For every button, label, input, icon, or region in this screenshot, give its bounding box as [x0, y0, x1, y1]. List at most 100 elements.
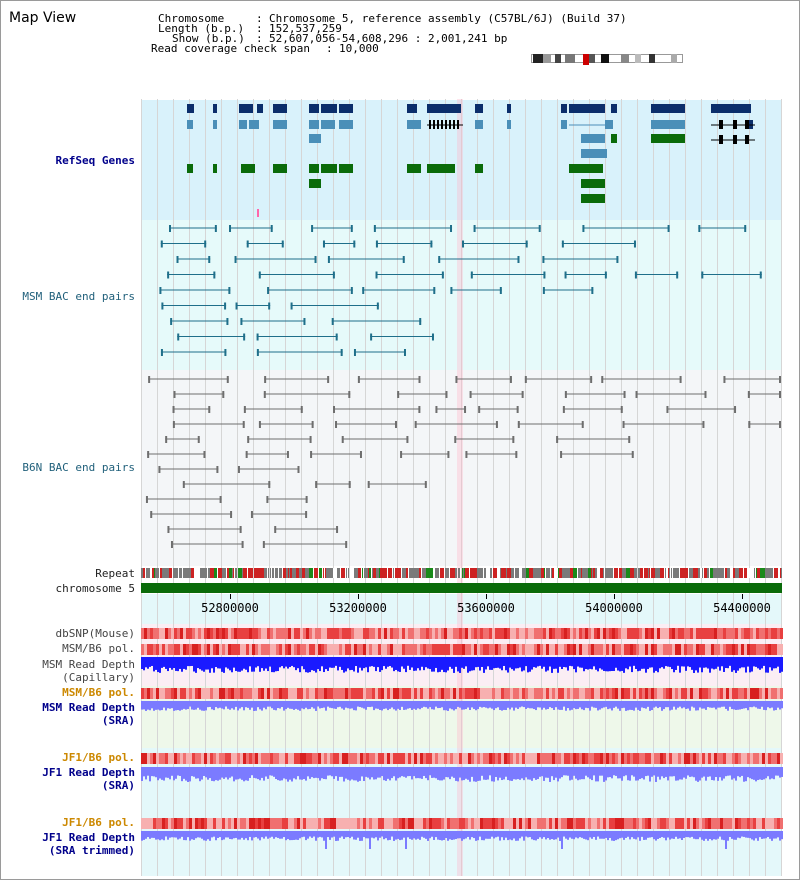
dbsnp-strip[interactable]: [141, 628, 783, 639]
repeat-segment: [626, 568, 630, 578]
depth-bar: [321, 657, 323, 667]
track-label-msm-b6-pol[interactable]: MSM/B6 pol.: [62, 642, 135, 655]
track-label-msm-bac[interactable]: MSM BAC end pairs: [22, 290, 135, 303]
depth-bar: [769, 657, 771, 668]
pol-cell: [366, 818, 369, 829]
pol-cell: [213, 688, 216, 699]
depth-bar: [503, 701, 505, 710]
pol-cell: [243, 644, 246, 655]
depth-bar: [251, 767, 253, 776]
jf1-b6-pol-strip-2[interactable]: [141, 818, 783, 829]
pol-cell: [510, 688, 513, 699]
depth-bar: [141, 767, 143, 781]
depth-bar: [669, 767, 671, 777]
track-label-msm-b6-pol-2[interactable]: MSM/B6 pol.: [62, 686, 135, 699]
pol-cell: [447, 644, 450, 655]
depth-bar: [633, 657, 635, 666]
track-label-jf1-b6-pol-2[interactable]: JF1/B6 pol.: [62, 816, 135, 829]
track-label-msm-read-depth-sra[interactable]: MSM Read Depth: [42, 701, 135, 714]
pol-cell: [249, 688, 252, 699]
track-label-chromosome[interactable]: chromosome 5: [55, 582, 135, 595]
depth-bar: [239, 657, 241, 672]
pol-cell: [198, 753, 201, 764]
pol-cell: [396, 644, 399, 655]
depth-bar: [321, 831, 323, 838]
pol-cell: [279, 688, 282, 699]
depth-bar: [337, 701, 339, 708]
depth-bar: [245, 701, 247, 708]
track-label-repeat[interactable]: Repeat: [95, 567, 135, 580]
bac-end: [345, 541, 348, 548]
repeat-segment: [544, 568, 545, 578]
repeat-segment: [698, 568, 700, 578]
track-label-jf1-b6-pol[interactable]: JF1/B6 pol.: [62, 751, 135, 764]
bac-end: [242, 421, 245, 428]
depth-bar: [685, 767, 687, 779]
depth-bar: [545, 657, 547, 672]
depth-bar: [357, 701, 359, 707]
repeat-segment: [323, 568, 324, 578]
track-label-jf1-read-depth-trimmed[interactable]: JF1 Read Depth: [42, 831, 135, 844]
depth-bar: [509, 831, 511, 840]
gene-block: [407, 164, 421, 173]
pol-cell: [744, 628, 747, 639]
depth-bar: [297, 767, 299, 777]
msm-b6-pol-strip[interactable]: [141, 644, 783, 655]
depth-bar: [703, 701, 705, 709]
pol-cell: [741, 818, 744, 829]
pol-cell: [534, 644, 537, 655]
pol-cell: [210, 688, 213, 699]
track-label-msm-read-depth-capillary[interactable]: MSM Read Depth: [42, 658, 135, 671]
pol-cell: [639, 688, 642, 699]
depth-bar: [501, 831, 503, 838]
pol-cell: [357, 628, 360, 639]
depth-bar: [291, 701, 293, 709]
pol-cell: [345, 818, 348, 829]
depth-bar: [525, 767, 527, 778]
pol-cell: [210, 818, 213, 829]
pol-cell: [603, 688, 606, 699]
pol-cell: [180, 688, 183, 699]
track-label-refseq[interactable]: RefSeq Genes: [55, 154, 135, 167]
bac-end: [375, 271, 378, 279]
depth-bar: [143, 767, 145, 777]
pol-cell: [771, 753, 774, 764]
depth-bar: [343, 767, 345, 782]
jf1-b6-pol-strip[interactable]: [141, 753, 783, 764]
chromosome-ideogram[interactable]: [531, 54, 683, 65]
repeat-track[interactable]: [141, 568, 782, 578]
repeat-segment: [473, 568, 477, 578]
track-label-b6n-bac[interactable]: B6N BAC end pairs: [22, 461, 135, 474]
pol-cell: [774, 628, 777, 639]
depth-bar: [327, 657, 329, 671]
depth-bar: [501, 767, 503, 781]
pol-cell: [723, 818, 726, 829]
msm-b6-pol-strip-2[interactable]: [141, 688, 783, 699]
depth-bar: [191, 657, 193, 666]
repeat-segment: [595, 568, 597, 578]
depth-bar: [283, 657, 285, 669]
track-label-jf1-read-depth[interactable]: JF1 Read Depth: [42, 766, 135, 779]
pol-cell: [462, 644, 465, 655]
highlight-band: [457, 99, 463, 876]
pol-cell: [603, 818, 606, 829]
depth-bar: [493, 701, 495, 711]
pol-cell: [462, 688, 465, 699]
pol-cell: [324, 818, 327, 829]
bac-end: [224, 349, 227, 356]
pol-cell: [582, 753, 585, 764]
chromosome-bar[interactable]: [141, 583, 782, 593]
depth-bar: [667, 701, 669, 708]
depth-bar: [683, 831, 685, 838]
pol-cell: [246, 644, 249, 655]
track-label-dbsnp[interactable]: dbSNP(Mouse): [55, 627, 135, 640]
pol-cell: [777, 818, 780, 829]
depth-bar: [613, 657, 615, 671]
pol-cell: [213, 628, 216, 639]
depth-bar: [493, 831, 495, 839]
pol-cell: [441, 688, 444, 699]
depth-bar: [635, 767, 637, 781]
depth-bar: [613, 701, 615, 708]
